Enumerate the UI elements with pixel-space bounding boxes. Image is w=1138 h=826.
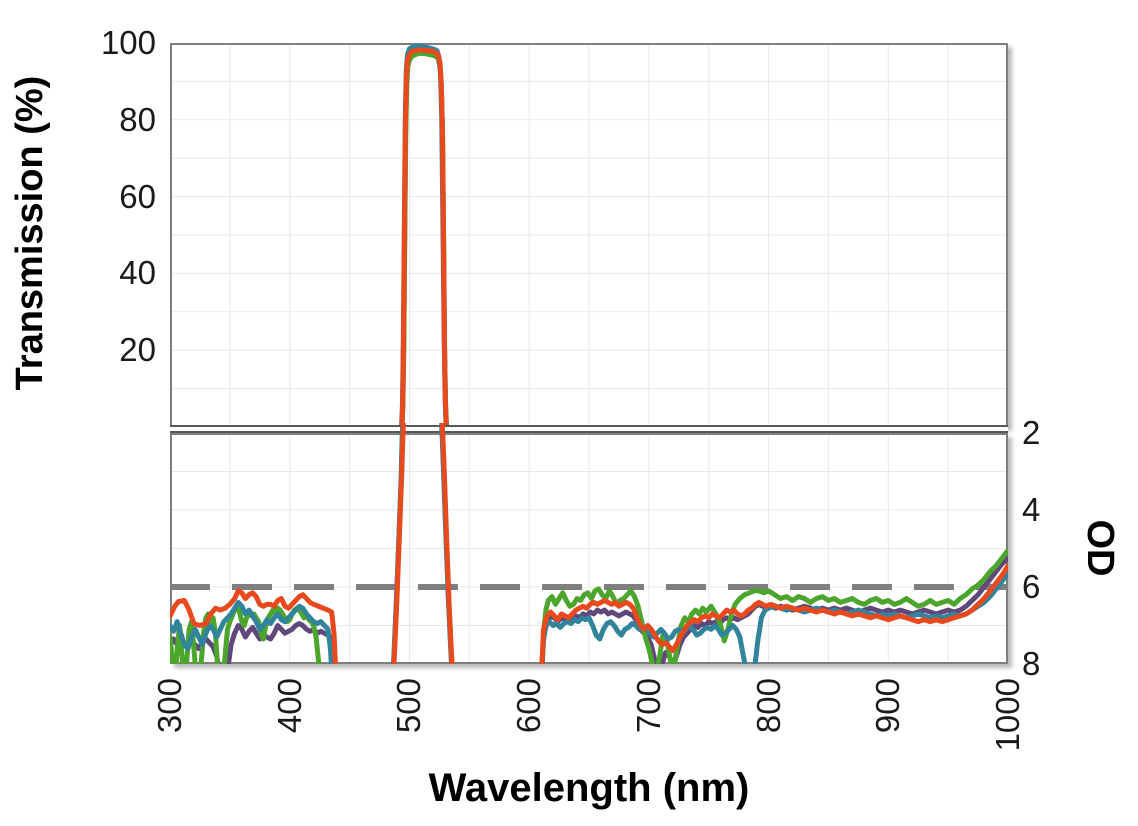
- axis-break-connectors: [399, 423, 445, 435]
- transmission-tick-label: 60: [119, 177, 156, 215]
- series-line-trace-orange: [391, 433, 406, 664]
- wavelength-tick-label: 900: [869, 678, 907, 734]
- transmission-tick-label: 40: [119, 254, 156, 292]
- wavelength-tick-label: 700: [629, 678, 667, 734]
- wavelength-tick-label: 400: [270, 678, 308, 734]
- series-line-trace-purple: [539, 555, 1008, 664]
- wavelength-tick-label: 600: [510, 678, 548, 734]
- wavelength-tick-label: 300: [151, 678, 188, 734]
- transmission-tick-label: 80: [119, 100, 156, 138]
- transmission-panel: [170, 43, 1008, 427]
- series-line-trace-purple: [170, 621, 338, 664]
- transmission-tick-label: 100: [100, 24, 156, 61]
- left-axis-title: Transmission (%): [9, 75, 51, 391]
- od-panel: [170, 433, 1008, 664]
- right-axis-title: OD: [1079, 519, 1121, 577]
- od-tick-label: 8: [1022, 645, 1041, 682]
- transmission-tick-label: 20: [119, 331, 156, 369]
- od-tick-label: 2: [1022, 414, 1041, 451]
- series-line-trace-orange: [440, 433, 455, 664]
- series-line-trace-orange: [399, 47, 449, 427]
- series-line-trace-teal: [170, 599, 334, 664]
- od-tick-label: 4: [1022, 491, 1041, 528]
- wavelength-tick-label: 500: [390, 678, 428, 734]
- wavelength-tick-label: 1000: [989, 678, 1026, 752]
- x-axis-title: Wavelength (nm): [428, 766, 750, 810]
- wavelength-tick-label: 800: [749, 678, 787, 734]
- series-line-trace-orange: [539, 563, 1008, 664]
- od-tick-label: 6: [1022, 568, 1041, 605]
- series-line-trace-orange: [170, 588, 338, 664]
- axis-break-divider: [170, 425, 1008, 433]
